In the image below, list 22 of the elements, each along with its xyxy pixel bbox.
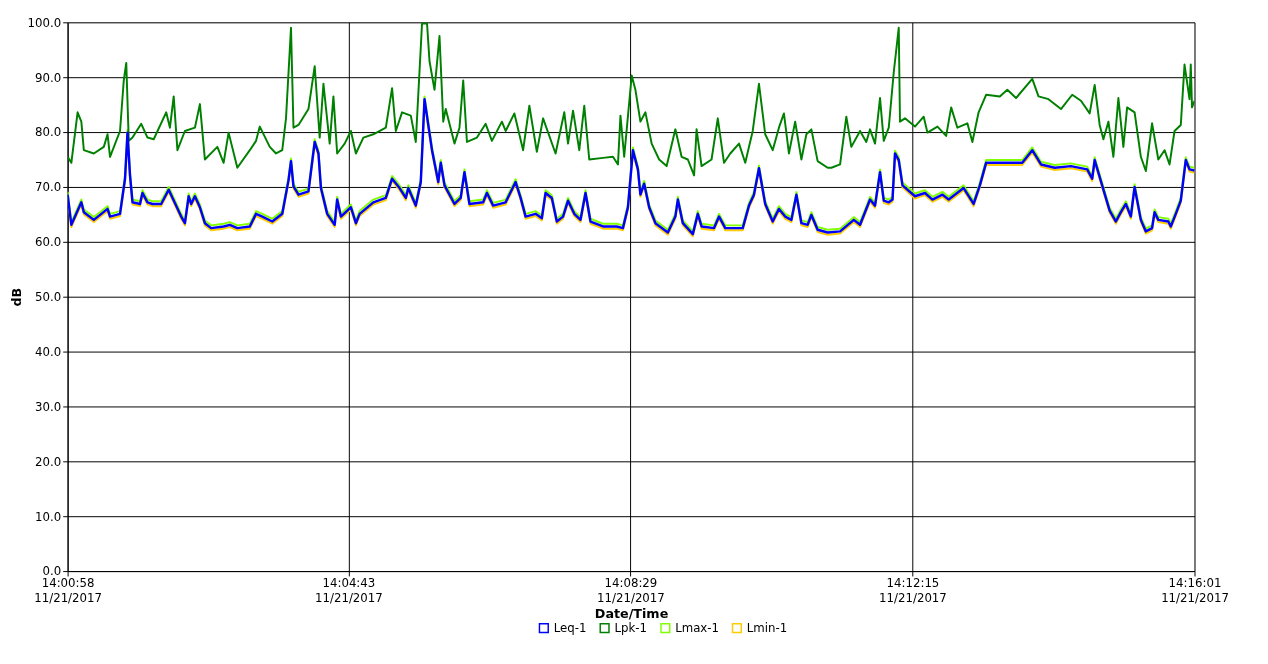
y-tick-label: 60.0	[35, 235, 62, 250]
y-tick-label: 30.0	[35, 399, 62, 414]
y-tick-label: 90.0	[35, 70, 62, 85]
y-tick-label: 50.0	[35, 290, 62, 305]
y-tick-label: 20.0	[35, 454, 62, 469]
y-axis-title: dB	[8, 287, 24, 307]
y-tick-label: 80.0	[35, 125, 62, 140]
y-tick-label: 0.0	[42, 564, 62, 579]
x-tick-label: 14:12:15 11/21/2017	[879, 576, 947, 605]
x-tick-label: 14:08:29 11/21/2017	[597, 576, 665, 605]
y-tick-label: 100.0	[27, 15, 62, 30]
x-axis-title: Date/Time	[594, 605, 669, 621]
y-tick-label: 70.0	[35, 180, 62, 195]
legend-label: Lmin-1	[746, 621, 788, 636]
x-tick-label: 14:16:01 11/21/2017	[1161, 576, 1229, 605]
x-tick-label: 14:00:58 11/21/2017	[34, 576, 102, 605]
y-tick-label: 10.0	[35, 509, 62, 524]
legend-label: Lpk-1	[614, 621, 647, 636]
legend-label: Leq-1	[553, 621, 587, 636]
legend-label: Lmax-1	[675, 621, 720, 636]
y-tick-label: 40.0	[35, 344, 62, 359]
x-tick-label: 14:04:43 11/21/2017	[315, 576, 383, 605]
